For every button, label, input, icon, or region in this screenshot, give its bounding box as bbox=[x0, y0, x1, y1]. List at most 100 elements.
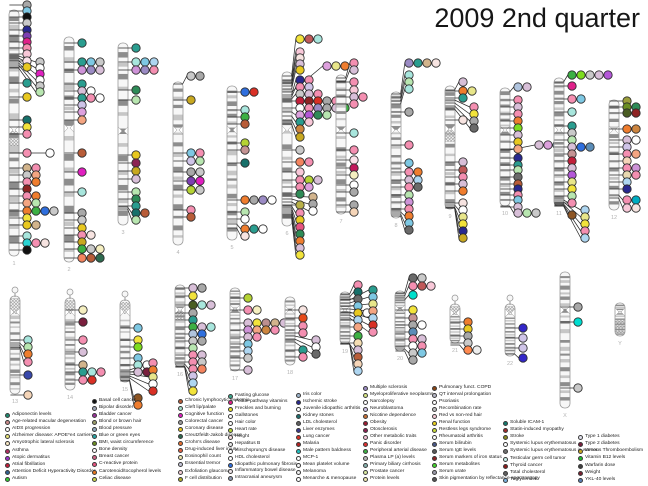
legend-swatch bbox=[432, 392, 437, 398]
legend-item: Alzheimer disease: APOE*e4 carriers bbox=[5, 433, 93, 440]
legend-swatch bbox=[503, 478, 508, 484]
legend-label: Chronic lymphocytic leukemia bbox=[185, 397, 250, 403]
legend-item: Gallstones bbox=[228, 413, 258, 420]
trait-dot bbox=[86, 253, 96, 263]
chromosome-label: 3 bbox=[121, 230, 124, 236]
legend-label: Red vs non-red hair bbox=[439, 412, 482, 418]
locus-lines bbox=[65, 309, 79, 381]
trait-dot bbox=[186, 71, 196, 81]
trait-dot bbox=[295, 250, 305, 260]
legend-label: Myeloproliferative neoplasms bbox=[370, 391, 434, 397]
legend-swatch bbox=[228, 441, 233, 447]
legend-swatch bbox=[363, 392, 368, 398]
trait-dot bbox=[408, 305, 418, 315]
legend-label: Coronary disease bbox=[185, 425, 224, 431]
legend-item: Liver enzymes bbox=[296, 427, 335, 434]
trait-dot bbox=[631, 195, 641, 205]
legend-swatch bbox=[432, 420, 437, 426]
locus-lines bbox=[230, 297, 244, 371]
legend-item: Menarche & menopause bbox=[296, 476, 356, 483]
trait-dot bbox=[197, 336, 207, 346]
legend-swatch bbox=[228, 428, 233, 433]
legend-item: Nicotine dependence bbox=[363, 413, 416, 420]
trait-dot bbox=[304, 117, 314, 127]
trait-dot bbox=[313, 175, 323, 185]
trait-dots bbox=[349, 58, 368, 217]
legend-label: Eosinophil count bbox=[185, 454, 221, 460]
trait-dots bbox=[513, 82, 562, 218]
legend-item: Bone density bbox=[92, 447, 127, 454]
legend-label: Obesity bbox=[370, 419, 387, 425]
legend-item: Atrial fibrillation bbox=[5, 462, 45, 469]
trait-dots bbox=[353, 280, 378, 376]
legend-swatch bbox=[363, 463, 368, 469]
trait-dot bbox=[78, 375, 88, 385]
trait-dot bbox=[404, 225, 414, 235]
trait-dot bbox=[240, 119, 250, 129]
legend-label: Menarche & menopause bbox=[303, 475, 357, 481]
legend-label: Weight bbox=[585, 470, 601, 476]
trait-dot bbox=[349, 155, 359, 165]
trait-dot bbox=[349, 207, 359, 217]
legend-swatch bbox=[578, 471, 583, 476]
trait-dot bbox=[35, 87, 45, 97]
trait-dot bbox=[186, 167, 196, 177]
trait-dot bbox=[86, 93, 96, 103]
trait-dot bbox=[417, 348, 427, 358]
legend-label: Blood pressure bbox=[99, 425, 132, 431]
legend-item: Obesity bbox=[363, 420, 387, 427]
trait-dot bbox=[240, 231, 250, 241]
trait-dot bbox=[22, 198, 32, 208]
trait-dot bbox=[240, 145, 250, 155]
trait-dot bbox=[408, 273, 418, 283]
legend-label: Alzheimer disease: APOE*e4 carriers bbox=[12, 433, 94, 439]
legend-item: C-reactive protein bbox=[92, 461, 138, 468]
trait-dot bbox=[311, 349, 321, 359]
trait-dot bbox=[417, 281, 427, 291]
legend-swatch bbox=[178, 455, 183, 461]
legend-label: Autism bbox=[12, 476, 27, 482]
legend-label: Type 1 diabetes bbox=[585, 433, 620, 439]
legend-item: Blood pressure bbox=[92, 426, 132, 433]
trait-dot bbox=[404, 167, 414, 177]
chromosome-12: 12 bbox=[608, 96, 641, 221]
trait-dot bbox=[513, 144, 523, 154]
legend-label: Idiopathic pulmonary fibrosis bbox=[235, 461, 297, 467]
legend-item: Stroke bbox=[503, 434, 524, 441]
trait-dot bbox=[186, 156, 196, 166]
trait-dot bbox=[240, 214, 250, 224]
chromosome-1: 1 bbox=[8, 0, 59, 267]
locus-lines bbox=[282, 38, 324, 256]
chromosome-10: 10 bbox=[499, 82, 562, 218]
trait-dot bbox=[576, 70, 586, 80]
chromosome-19: 19 bbox=[339, 280, 378, 376]
legend-label: Renal function bbox=[439, 419, 471, 425]
chromosome-17: 17 bbox=[229, 287, 289, 382]
trait-dot bbox=[195, 167, 205, 177]
trait-dot bbox=[431, 58, 441, 68]
legend-swatch bbox=[5, 448, 10, 454]
chromosome-9: 9 bbox=[444, 77, 479, 243]
legend-item: QT interval prolongation bbox=[432, 392, 491, 399]
legend-swatch bbox=[363, 427, 368, 433]
trait-dot bbox=[422, 58, 432, 68]
legend-swatch bbox=[178, 469, 183, 475]
trait-dot bbox=[131, 65, 141, 75]
legend-label: Testicular germ cell tumor bbox=[510, 455, 566, 461]
chromosome-4: 4 bbox=[172, 71, 205, 256]
chromosome-11: 11 bbox=[553, 70, 613, 243]
trait-dot bbox=[567, 94, 577, 104]
legend-swatch bbox=[296, 420, 301, 426]
trait-dot bbox=[149, 65, 159, 75]
trait-dot bbox=[87, 375, 97, 385]
trait-dot bbox=[349, 170, 359, 180]
legend-label: HDL cholesterol bbox=[235, 454, 270, 460]
trait-dot bbox=[576, 94, 586, 104]
legend-swatch bbox=[92, 419, 97, 425]
satellite bbox=[451, 294, 459, 302]
legend-swatch bbox=[296, 469, 301, 475]
legend-item: Psoriasis bbox=[432, 399, 459, 406]
trait-dot bbox=[197, 283, 207, 293]
legend-swatch bbox=[228, 455, 233, 461]
legend-item: Serum bilirubin bbox=[432, 441, 472, 448]
